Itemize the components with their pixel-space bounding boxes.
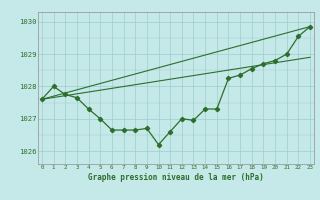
X-axis label: Graphe pression niveau de la mer (hPa): Graphe pression niveau de la mer (hPa) [88,173,264,182]
